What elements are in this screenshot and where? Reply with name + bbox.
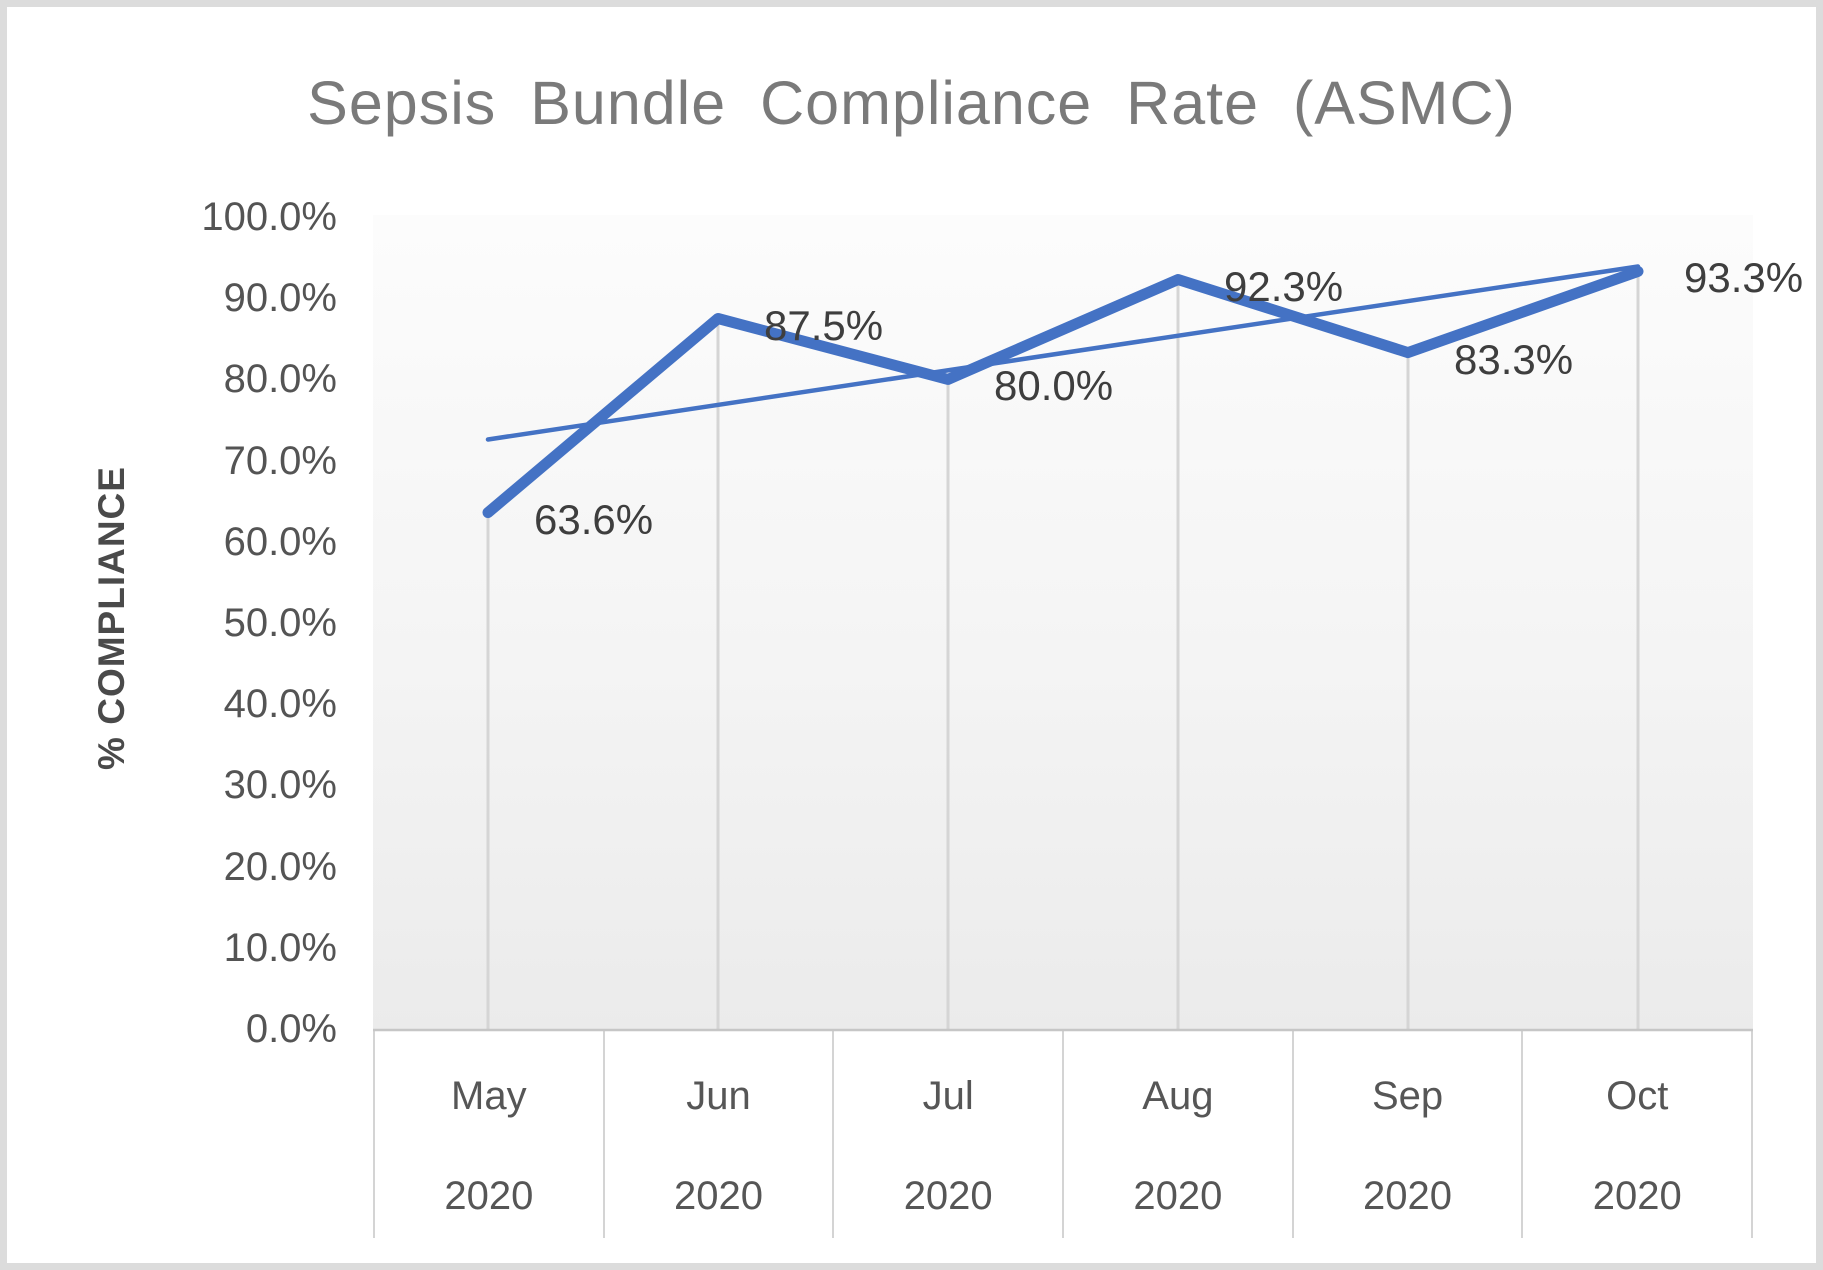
x-year-label: 2020 — [1363, 1174, 1453, 1218]
data-label: 63.6% — [534, 495, 654, 543]
y-tick-label: 50.0% — [223, 601, 337, 645]
x-year-label: 2020 — [674, 1174, 763, 1218]
x-year-label: 2020 — [1592, 1174, 1682, 1218]
x-month-label: Oct — [1606, 1074, 1669, 1118]
x-category-cell: Sep 2020 — [1294, 1030, 1524, 1238]
data-label: 83.3% — [1454, 335, 1574, 383]
data-label: 93.3% — [1684, 254, 1804, 302]
x-year-label: 2020 — [903, 1174, 993, 1218]
y-tick-label: 60.0% — [223, 519, 337, 564]
data-label: 87.5% — [764, 301, 884, 349]
y-tick-label: 40.0% — [223, 682, 337, 727]
y-tick-label: 10.0% — [223, 925, 337, 970]
x-month-label: Aug — [1142, 1074, 1214, 1118]
y-tick-label: 70.0% — [223, 438, 337, 483]
x-year-label: 2020 — [444, 1174, 534, 1218]
trendline[interactable] — [485, 264, 1641, 442]
data-label: 80.0% — [994, 362, 1114, 410]
y-tick-label: 20.0% — [223, 844, 337, 889]
y-tick-label: 30.0% — [223, 763, 337, 808]
x-axis-category-strip: May 2020 Jun 2020 Jul 2020 Aug 2020 Sep 2020 Oct 20… — [373, 1030, 1753, 1238]
series-line[interactable] — [482, 265, 1644, 519]
x-category-cell: Jun 2020 — [605, 1030, 835, 1238]
x-year-label: 2020 — [1133, 1174, 1223, 1218]
x-month-label: Jul — [922, 1074, 974, 1118]
chart-title: Sepsis Bundle Compliance Rate (ASMC) — [307, 69, 1516, 137]
x-category-cell: May 2020 — [375, 1030, 605, 1238]
x-category-cell: Aug 2020 — [1064, 1030, 1294, 1238]
data-label: 92.3% — [1224, 262, 1344, 310]
x-month-label: May — [451, 1074, 527, 1118]
y-tick-label: 80.0% — [223, 357, 337, 402]
y-tick-label: 100.0% — [201, 195, 337, 239]
x-month-label: Sep — [1371, 1074, 1444, 1118]
x-category-cell: Jul 2020 — [834, 1030, 1065, 1238]
y-tick-label: 0.0% — [245, 1007, 337, 1051]
x-month-label: Jun — [686, 1074, 751, 1118]
y-tick-label: 90.0% — [223, 276, 337, 321]
x-category-cell: Oct 2020 — [1523, 1030, 1751, 1238]
